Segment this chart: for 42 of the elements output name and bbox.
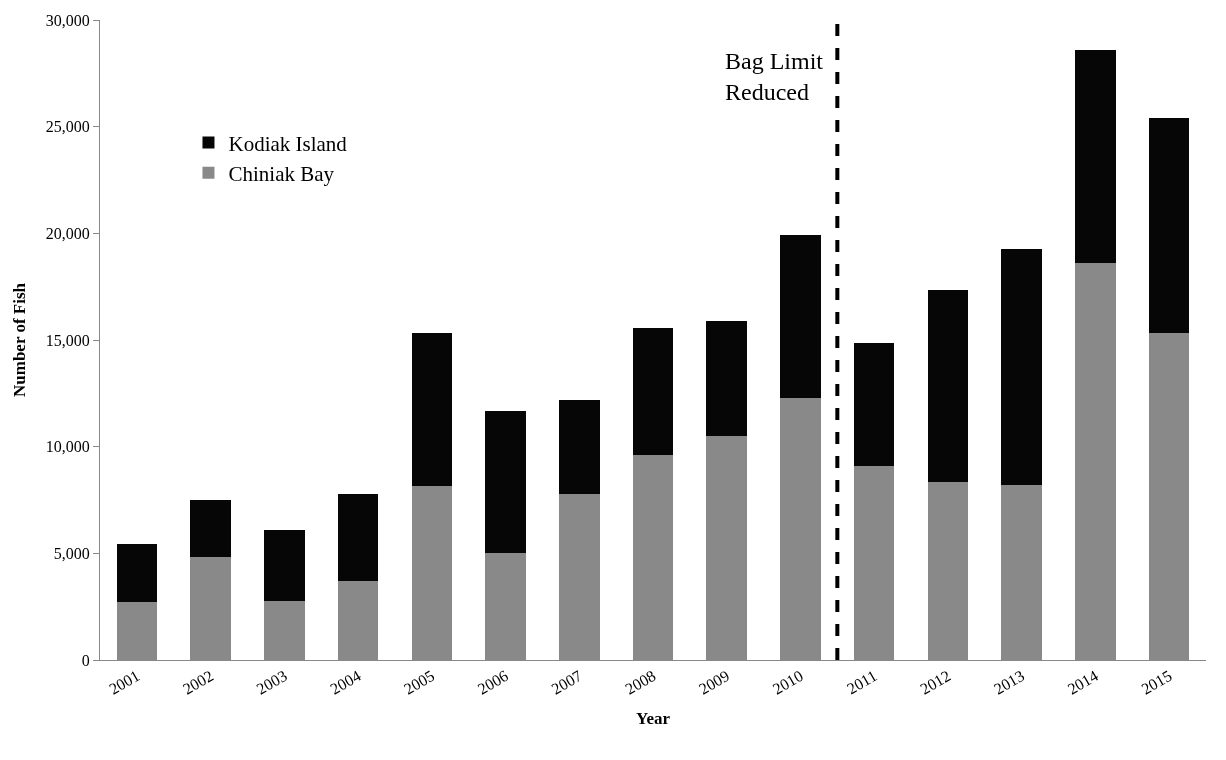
x-tick-label: 2015 [1138,667,1175,698]
bar [411,332,453,487]
y-tick-label: 5,000 [53,544,90,562]
y-tick-label: 0 [81,651,90,669]
bar [558,399,600,494]
x-tick-label: 2010 [769,667,806,698]
x-tick-label: 2009 [696,667,733,698]
bar [780,235,821,398]
x-tick-label: 2002 [179,667,217,698]
y-tick-label: 20,000 [45,224,90,242]
legend-label: Chiniak Bay [228,162,335,187]
x-tick-label: 2001 [106,667,143,698]
bar [485,411,526,554]
bar [337,493,379,582]
bar [264,529,305,602]
x-tick-label: 2003 [253,667,290,698]
x-tick-label: 2013 [990,667,1028,698]
x-tick-label: 2004 [327,667,364,698]
bar [853,343,895,466]
y-tick-label: 30,000 [45,11,90,29]
bar [190,500,231,557]
x-tick-label: 2012 [917,667,954,698]
x-tick-label: 2005 [401,667,438,698]
x-tick-label: 2011 [844,667,880,698]
y-tick-label: 25,000 [45,118,90,136]
bar [116,543,158,603]
bar [706,320,748,436]
bar [1075,49,1116,264]
y-tick-label: 10,000 [45,438,90,456]
bar [927,289,969,482]
bar [632,328,674,456]
legend-label: Kodiak Island [228,131,348,156]
ref-line-label: Bag Limit Reduced [725,48,824,106]
x-tick-label: 2014 [1064,667,1101,698]
y-tick-label: 15,000 [45,331,90,349]
x-tick-label: 2006 [474,667,512,698]
x-axis-title: Year [636,709,671,729]
x-tick-label: 2008 [622,667,659,698]
bar [1148,118,1190,333]
y-axis-title: Number of Fish [10,282,30,397]
x-tick-label: 2007 [548,667,585,698]
bar [1001,249,1042,486]
